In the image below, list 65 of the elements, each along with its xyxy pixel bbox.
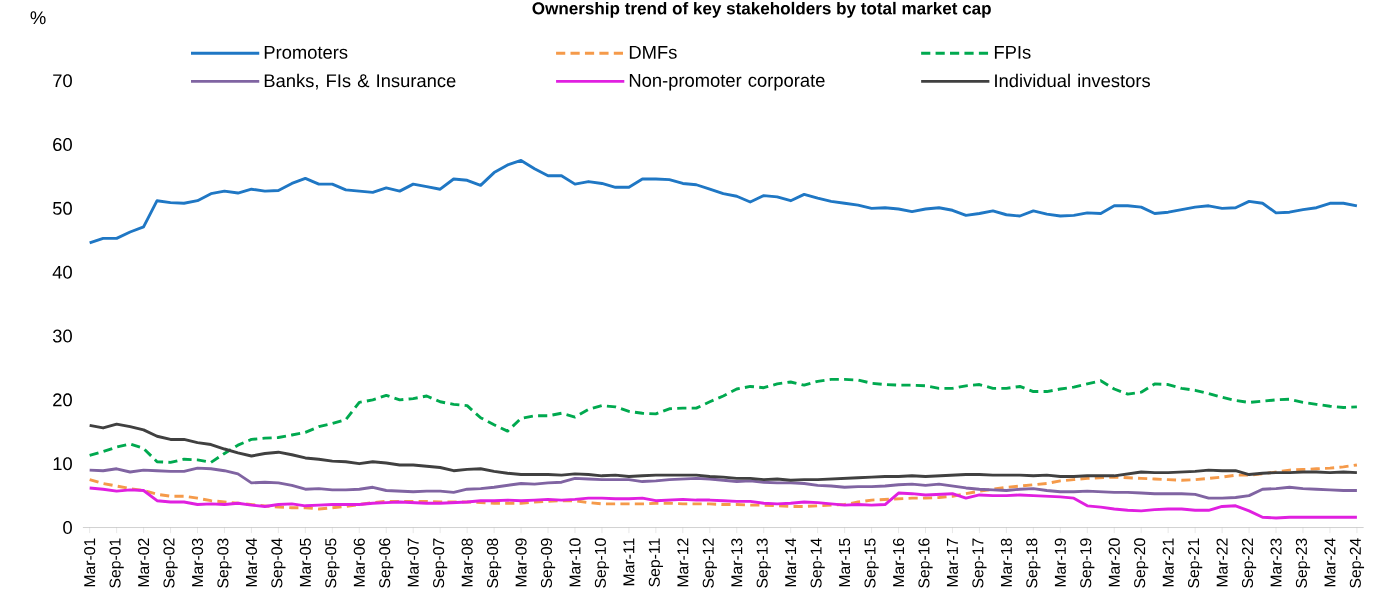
x-tick-label: Sep-14: [810, 538, 825, 588]
x-tick-label: Mar-13: [731, 538, 743, 587]
x-tick-label: Mar-02: [138, 538, 150, 587]
x-tick-label: Mar-10: [569, 538, 581, 587]
legend-label: DMFs: [629, 45, 677, 59]
x-tick-label: Mar-15: [839, 538, 851, 587]
x-tick-label: Sep-11: [648, 538, 664, 587]
x-tick-label: Mar-07: [407, 538, 419, 587]
x-tick-label: Sep-23: [1295, 538, 1311, 588]
x-tick-label: Sep-16: [918, 538, 933, 588]
x-tick-label: Mar-16: [892, 538, 905, 587]
y-tick-label: 40: [52, 265, 72, 279]
x-tick-label: Sep-13: [756, 538, 771, 588]
y-tick-label: 0: [63, 520, 72, 534]
y-tick-label: 10: [53, 457, 72, 471]
legend-label: Non-promoter corporate: [629, 74, 825, 91]
y-tick-label: 70: [53, 74, 72, 88]
x-tick-label: Sep-07: [433, 538, 448, 588]
x-tick-label: Sep-06: [379, 538, 394, 588]
legend-label: Individual investors: [995, 73, 1150, 88]
x-tick-label: Sep-03: [217, 538, 232, 588]
x-tick-label: Sep-15: [864, 538, 879, 588]
x-tick-label: Sep-09: [540, 538, 556, 588]
x-tick-label: Sep-12: [702, 538, 717, 588]
x-tick-label: Sep-22: [1241, 538, 1257, 588]
legend-label: Promoters: [264, 45, 348, 59]
x-tick-label: Mar-20: [1108, 538, 1120, 587]
x-tick-label: Sep-02: [163, 538, 178, 588]
x-tick-label: Sep-17: [972, 538, 987, 588]
x-tick-label: Sep-21: [1188, 538, 1203, 588]
x-tick-label: Sep-08: [486, 538, 502, 588]
y-tick-label: 50: [52, 201, 72, 215]
x-tick-label: Mar-23: [1270, 538, 1282, 587]
x-tick-label: Mar-17: [946, 538, 958, 587]
x-tick-label: Sep-10: [594, 538, 610, 588]
x-tick-label: Sep-19: [1080, 538, 1095, 588]
x-tick-label: Mar-05: [299, 538, 311, 587]
x-tick-label: Mar-18: [1000, 538, 1012, 587]
y-axis-title: %: [30, 11, 46, 25]
x-tick-label: Mar-04: [245, 538, 257, 587]
x-tick-label: Sep-20: [1134, 538, 1149, 588]
x-tick-label: Sep-18: [1026, 538, 1041, 588]
y-tick-label: 20: [53, 393, 72, 407]
x-tick-label: Sep-04: [271, 538, 286, 588]
x-tick-label: Mar-14: [785, 538, 797, 587]
x-tick-label: Mar-22: [1216, 538, 1228, 587]
x-tick-label: Mar-09: [515, 538, 527, 587]
x-tick-label: Mar-08: [461, 538, 473, 587]
legend-label: Banks, FIs & Insurance: [264, 73, 456, 90]
x-tick-label: Sep-01: [109, 538, 124, 588]
x-tick-label: Mar-24: [1324, 538, 1336, 587]
y-tick-label: 60: [53, 137, 72, 151]
x-tick-label: Mar-19: [1054, 538, 1066, 587]
x-tick-label: Mar-03: [191, 538, 204, 587]
x-tick-label: Mar-06: [353, 538, 365, 587]
legend-label: FPIs: [994, 45, 1031, 59]
x-tick-label: Mar-11: [623, 538, 635, 586]
line-series: [88, 377, 1359, 464]
x-tick-label: Sep-05: [325, 538, 340, 588]
x-tick-label: Mar-12: [677, 538, 689, 587]
y-tick-label: 30: [52, 329, 72, 343]
chart-title: Ownership trend of key stakeholders by total market cap: [532, 1, 991, 18]
x-tick-label: Mar-01: [84, 538, 96, 587]
x-tick-label: Mar-21: [1162, 538, 1174, 587]
x-tick-label: Sep-24: [1349, 538, 1365, 588]
